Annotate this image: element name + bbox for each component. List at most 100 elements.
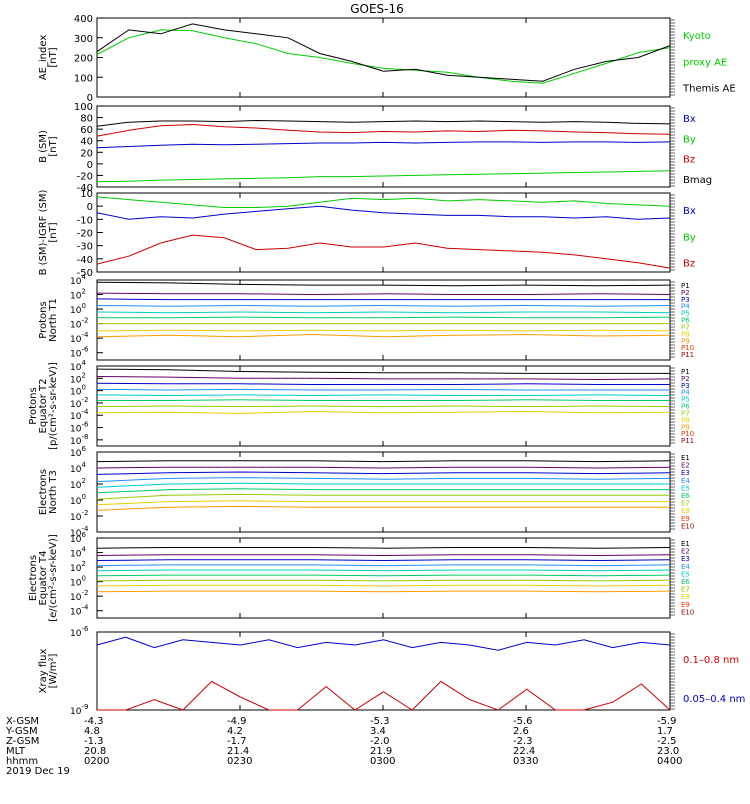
legend-entry: P11 — [681, 437, 694, 445]
series-e5 — [96, 569, 671, 572]
y-axis-label: Electrons — [28, 555, 39, 601]
panel-frame — [96, 537, 671, 619]
y-tick-label: 400 — [74, 14, 93, 25]
y-tick-label: -10 — [77, 215, 93, 226]
panel-frame — [96, 279, 671, 361]
legend-entry: P6 — [681, 403, 690, 411]
legend-entry: P3 — [681, 296, 690, 304]
y-axis-label: Xray flux — [38, 649, 49, 694]
panel-frame — [96, 105, 671, 188]
legend-entry: E4 — [681, 477, 690, 485]
panel-xray: 10-9 10-6 Xray flux [W/m²] 0.1–0.8 nm 0.05–0.… — [38, 625, 745, 717]
legend-entry: P5 — [681, 310, 690, 318]
legend-entry: proxy AE — [683, 57, 727, 68]
series-p2 — [96, 292, 671, 296]
ephemeris-value: 4.2 — [227, 726, 243, 737]
panel-ae: 0 100 200 300 400 AE_index [nT] Kyoto proxy AE Th… — [38, 14, 736, 104]
legend-entry: E6 — [681, 578, 690, 586]
ephemeris-value: 0400 — [657, 756, 682, 767]
y-tick-label: 60 — [80, 125, 93, 136]
panel-frame — [96, 17, 671, 98]
y-tick-label: 102 — [70, 288, 86, 302]
series-p7 — [96, 405, 671, 408]
y-tick-label: 10-6 — [70, 346, 89, 360]
y-tick-label: 100 — [70, 493, 86, 507]
series-bx — [96, 141, 671, 149]
ephemeris-row-label: Y-GSM — [5, 726, 38, 737]
ephemeris-row-label: 2019 Dec 19 — [6, 766, 70, 777]
y-tick-label: -20 — [77, 171, 93, 182]
series-e5 — [96, 482, 670, 488]
series-p1 — [96, 281, 671, 287]
legend-entry: P7 — [681, 409, 690, 417]
series-e8 — [96, 500, 670, 506]
legend-entry: E7 — [681, 586, 690, 594]
plot-title: GOES-16 — [350, 2, 404, 16]
series-by — [96, 170, 671, 183]
series-e7 — [96, 579, 671, 582]
ephemeris-value: -5.6 — [513, 716, 533, 727]
ephemeris-value: -5.9 — [657, 716, 677, 727]
legend-entry: E3 — [681, 555, 690, 563]
y-tick-label: 20 — [80, 148, 93, 159]
legend-entry: E5 — [681, 570, 690, 578]
legend-entry: P10 — [681, 430, 694, 438]
y-axis-label: [nT] — [48, 47, 59, 67]
series-p5 — [96, 394, 671, 397]
series-e4 — [96, 477, 671, 483]
legend-entry: P1 — [681, 282, 690, 290]
panel-frame — [96, 451, 671, 533]
panel-bigrf: -50 -40 -30 -20 -10 0 10 B (SM)-IGRF (SM) [nT] Bx… — [38, 189, 696, 279]
legend-entry: E2 — [681, 462, 690, 470]
legend-entry: P8 — [681, 416, 690, 424]
series-p3 — [96, 382, 670, 385]
legend-entry: Themis AE — [682, 84, 736, 95]
y-tick-label: 10 — [80, 189, 93, 200]
legend-entry: P11 — [681, 351, 694, 359]
y-axis-label: [p/(cm²-s-sr-keV)] — [48, 362, 59, 450]
legend-entry: P1 — [681, 368, 690, 376]
series-p8 — [96, 410, 671, 414]
series-p8 — [96, 329, 671, 332]
y-tick-label: 100 — [74, 102, 93, 113]
y-tick-label: 300 — [74, 34, 93, 45]
ephemeris-value: 3.4 — [370, 726, 386, 737]
series-e4 — [96, 564, 671, 567]
y-tick-label: 10-4 — [70, 331, 89, 345]
ephemeris-value: 20.8 — [84, 746, 106, 757]
panel-frame — [96, 631, 671, 711]
y-tick-label: -30 — [77, 242, 93, 253]
series-e8 — [96, 584, 671, 587]
series-p5 — [96, 311, 671, 314]
series-e2 — [96, 466, 671, 469]
legend-entry: P4 — [681, 303, 690, 311]
ephemeris-row-label: hhmm — [6, 756, 38, 767]
y-tick-label: -50 — [77, 268, 93, 279]
legend-entry: P9 — [681, 423, 690, 431]
y-axis-label: Electrons — [38, 469, 49, 515]
y-tick-label: 106 — [70, 445, 86, 459]
y-tick-label: 104 — [70, 461, 86, 475]
series-e7 — [96, 493, 670, 500]
legend-entry: By — [683, 232, 696, 243]
ephemeris-value: 0200 — [84, 756, 109, 767]
legend-entry: P9 — [681, 337, 690, 345]
ephemeris-value: 22.4 — [513, 746, 535, 757]
ephemeris-row-label: MLT — [6, 746, 26, 757]
y-tick-label: 10-6 — [70, 625, 89, 639]
y-axis-label: Protons — [38, 301, 49, 338]
legend-entry: 0.05–0.4 nm — [683, 694, 745, 705]
ephemeris-value: 0330 — [513, 756, 538, 767]
ephemeris-row-label: Z-GSM — [6, 736, 39, 747]
legend-entry: Bz — [683, 259, 695, 270]
series-p9 — [96, 333, 671, 338]
series-p6 — [97, 399, 670, 401]
y-axis-label: North T3 — [48, 470, 59, 514]
legend-entry: P7 — [681, 323, 690, 331]
series-e6 — [96, 574, 671, 577]
y-tick-label: 10-9 — [70, 703, 88, 717]
series-p3 — [96, 298, 670, 301]
